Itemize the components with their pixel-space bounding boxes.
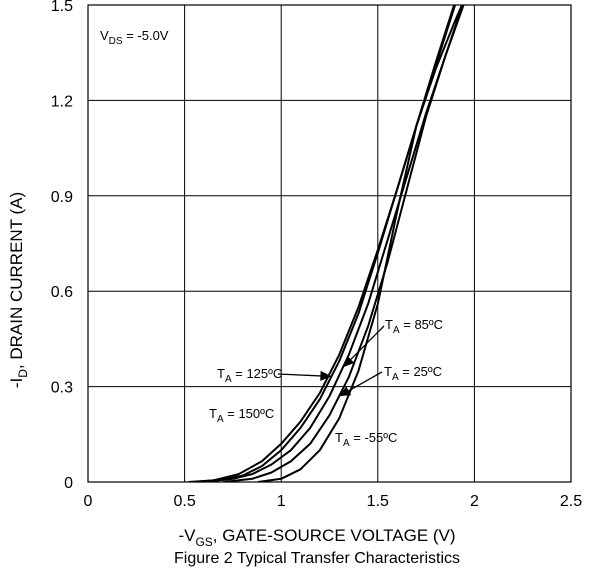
label-125-prefix: T	[217, 366, 225, 381]
y-axis-label-sub: D	[16, 369, 30, 378]
x-tick-label: 1	[277, 493, 286, 510]
x-axis-label-suffix: , GATE-SOURCE VOLTAGE (V)	[213, 526, 456, 545]
series-line-3	[223, 5, 464, 482]
x-tick-label: 0	[84, 493, 93, 510]
label-85-prefix: T	[385, 317, 393, 332]
x-tick-label: 2.5	[560, 493, 582, 510]
annotation-arrow-head	[320, 370, 332, 381]
y-tick-label: 0.9	[51, 189, 73, 206]
label-minus55: TA = -55ºC	[335, 430, 397, 449]
label-125-suffix: = 125ºC	[232, 366, 283, 381]
label-150-prefix: T	[209, 406, 217, 421]
series-line-4	[257, 5, 464, 482]
label-150-suffix: = 150ºC	[224, 406, 275, 421]
y-axis-label-suffix: , DRAIN CURRENT (A)	[7, 192, 26, 369]
figure-caption: Figure 2 Typical Transfer Characteristic…	[174, 550, 460, 567]
label-25-suffix: = 25ºC	[399, 364, 442, 379]
series-line-2	[203, 5, 465, 482]
condition-prefix: V	[100, 28, 109, 43]
label-85-suffix: = 85ºC	[400, 317, 443, 332]
y-tick-label: 1.5	[51, 0, 73, 15]
label-25: TA = 25ºC	[384, 364, 442, 383]
x-tick-label: 1.5	[367, 493, 389, 510]
condition-label: VDS = -5.0V	[100, 28, 169, 47]
x-axis-label-sub: GS	[195, 535, 212, 549]
condition-sub: DS	[109, 36, 123, 47]
x-axis-label: -VGS, GATE-SOURCE VOLTAGE (V)	[178, 526, 455, 549]
x-tick-label: 2	[470, 493, 479, 510]
y-axis-label-prefix: -I	[7, 378, 26, 388]
grid	[88, 5, 571, 482]
x-axis-label-prefix: -V	[178, 526, 196, 545]
label-85-sub: A	[393, 325, 400, 336]
label-minus55-suffix: = -55ºC	[350, 430, 398, 445]
label-150-sub: A	[217, 414, 224, 425]
label-125: TA = 125ºC	[217, 366, 282, 385]
condition-suffix: = -5.0V	[123, 28, 169, 43]
series-layer	[188, 5, 465, 482]
label-150: TA = 150ºC	[209, 406, 274, 425]
y-tick-label: 0.3	[51, 380, 73, 397]
y-tick-label: 1.2	[51, 93, 73, 110]
label-minus55-prefix: T	[335, 430, 343, 445]
label-minus55-sub: A	[343, 438, 350, 449]
y-tick-label: 0	[64, 475, 73, 492]
label-125-sub: A	[225, 374, 232, 385]
y-tick-label: 0.6	[51, 284, 73, 301]
label-25-prefix: T	[384, 364, 392, 379]
annotation-arrow-head	[343, 355, 355, 368]
label-25-sub: A	[392, 372, 399, 383]
annotation-arrows	[277, 325, 385, 397]
x-tick-label: 0.5	[173, 493, 195, 510]
y-axis-label: -ID, DRAIN CURRENT (A)	[7, 192, 30, 388]
plot-frame	[87, 4, 572, 483]
label-85: TA = 85ºC	[385, 317, 443, 336]
tick-labels: 0 0.5 1 1.5 2 2.5 0 0.3 0.6 0.9 1.2 1.5	[51, 0, 582, 510]
annotation-arrow-head	[339, 386, 352, 397]
